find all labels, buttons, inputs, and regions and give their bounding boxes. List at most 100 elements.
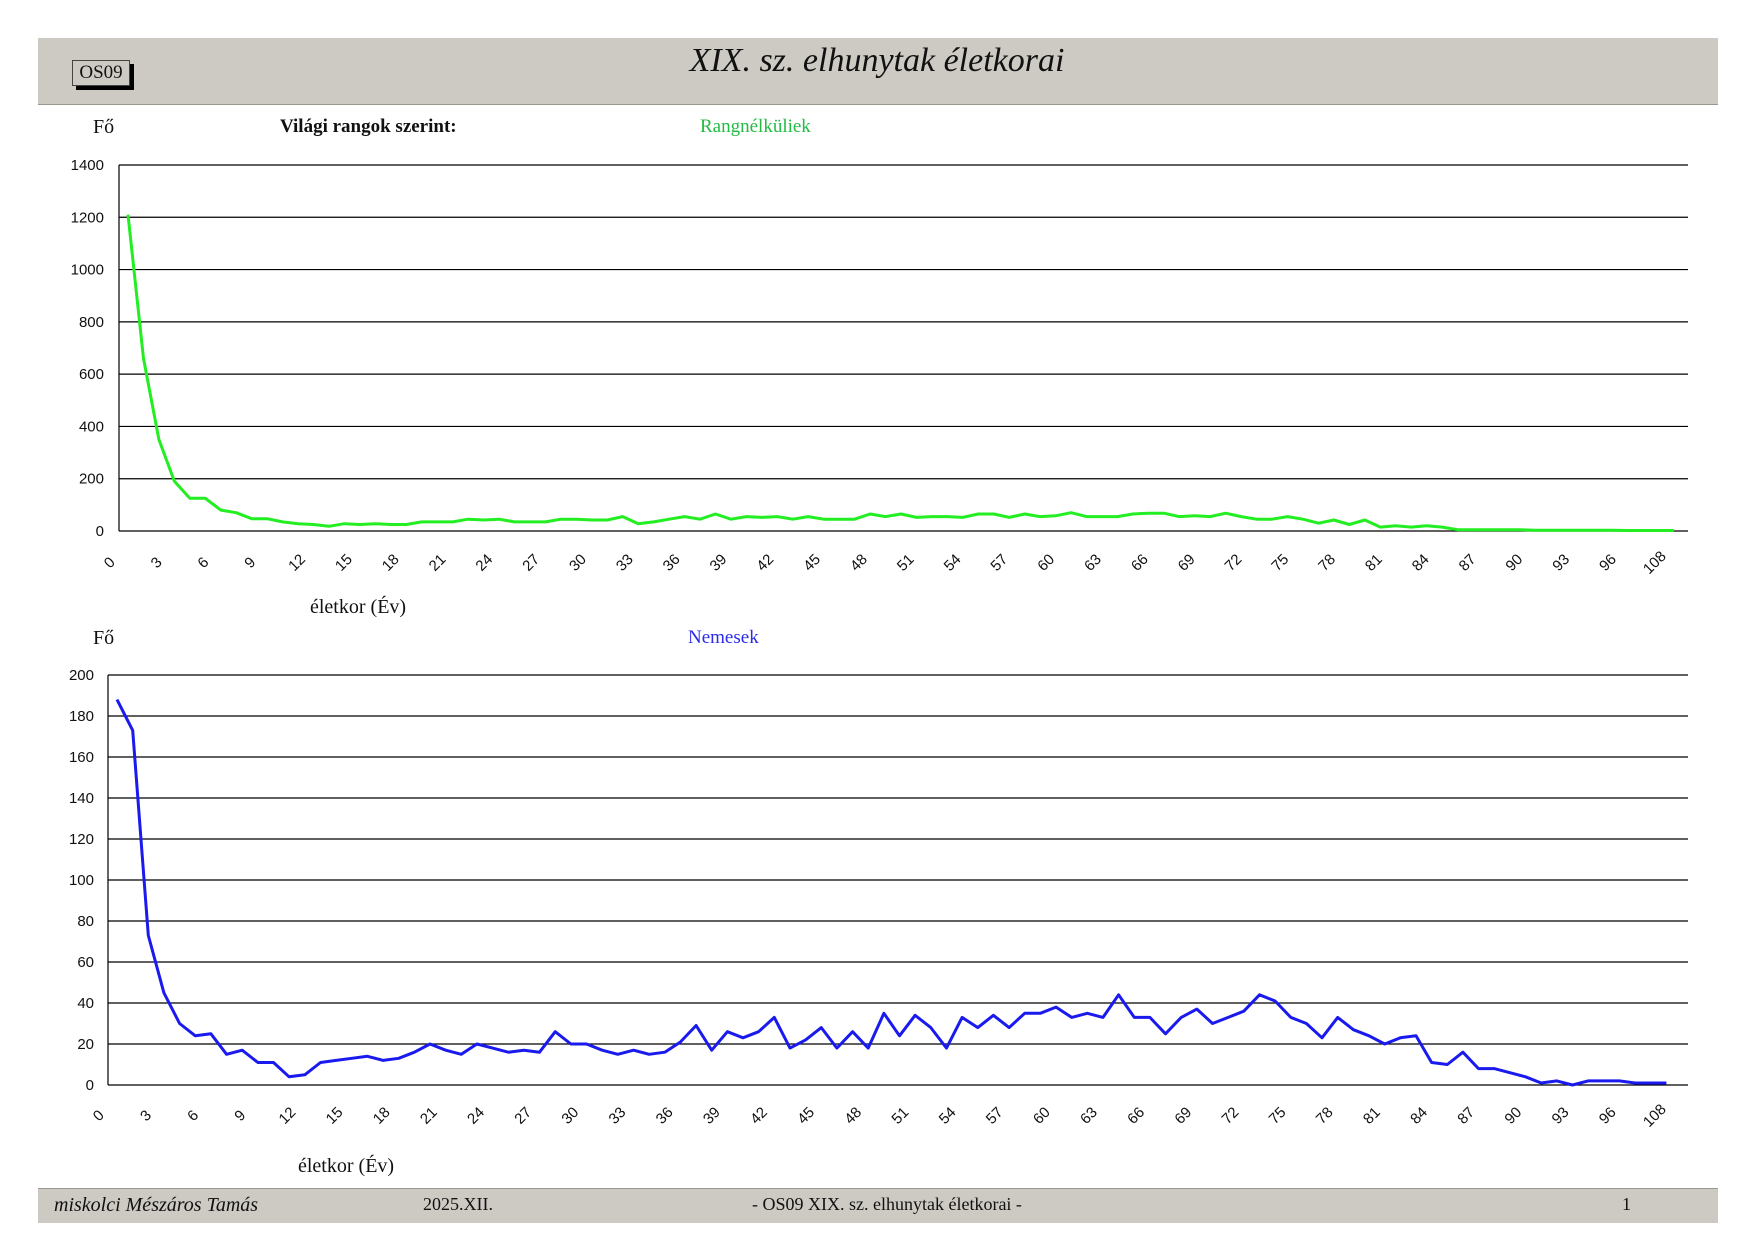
y-tick-label: 800 <box>79 314 104 331</box>
x-tick-label: 15 <box>332 551 356 575</box>
y-tick-label: 100 <box>69 872 94 889</box>
x-tick-label: 21 <box>417 1104 441 1128</box>
y-tick-label: 1000 <box>71 262 104 279</box>
x-tick-label: 69 <box>1171 1104 1195 1128</box>
x-tick-label: 108 <box>1640 1101 1670 1131</box>
x-tick-label: 57 <box>983 1104 1007 1128</box>
x-tick-label: 48 <box>841 1104 865 1128</box>
x-tick-label: 36 <box>660 551 684 575</box>
code-badge: OS09 <box>72 60 130 86</box>
x-tick-label: 78 <box>1313 1104 1337 1128</box>
x-tick-label: 63 <box>1077 1104 1101 1128</box>
y-tick-label: 200 <box>69 667 94 684</box>
y-tick-label: 400 <box>79 418 104 435</box>
x-tick-label: 51 <box>888 1104 912 1128</box>
y-tick-label: 600 <box>79 366 104 383</box>
x-tick-label: 90 <box>1501 1104 1525 1128</box>
x-tick-label: 33 <box>606 1104 630 1128</box>
x-tick-label: 108 <box>1640 548 1670 578</box>
x-tick-label: 93 <box>1549 551 1573 575</box>
x-tick-label: 66 <box>1128 551 1152 575</box>
page-title: XIX. sz. elhunytak életkorai <box>689 42 1065 79</box>
x-tick-label: 33 <box>613 551 637 575</box>
footer-date: 2025.XII. <box>423 1194 493 1214</box>
header-band <box>38 38 1718 105</box>
x-tick-label: 45 <box>800 551 824 575</box>
x-tick-label: 96 <box>1596 551 1620 575</box>
x-tick-label: 45 <box>794 1104 818 1128</box>
x-tick-label: 48 <box>847 551 871 575</box>
x-tick-label: 42 <box>753 551 777 575</box>
y-tick-label: 80 <box>77 913 94 930</box>
y-tick-label: 0 <box>96 523 104 540</box>
x-tick-label: 6 <box>184 1107 202 1125</box>
y-tick-label: 180 <box>69 708 94 725</box>
x-tick-label: 27 <box>519 551 543 575</box>
y-tick-label: 120 <box>69 831 94 848</box>
y-tick-label: 0 <box>86 1077 94 1094</box>
x-tick-label: 93 <box>1549 1104 1573 1128</box>
x-tick-label: 57 <box>987 551 1011 575</box>
x-tick-label: 12 <box>285 551 309 575</box>
x-tick-label: 27 <box>511 1104 535 1128</box>
x-tick-label: 39 <box>707 551 731 575</box>
x-tick-label: 18 <box>370 1104 394 1128</box>
top-series-label: Rangnélküliek <box>700 116 811 137</box>
footer-author: miskolci Mészáros Tamás <box>54 1194 259 1216</box>
y-tick-label: 40 <box>77 995 94 1012</box>
x-tick-label: 39 <box>700 1104 724 1128</box>
x-tick-label: 78 <box>1315 551 1339 575</box>
x-tick-label: 36 <box>653 1104 677 1128</box>
y-tick-label: 140 <box>69 790 94 807</box>
x-tick-label: 96 <box>1596 1104 1620 1128</box>
top-chart-xlabel: életkor (Év) <box>310 596 407 618</box>
x-tick-label: 42 <box>747 1104 771 1128</box>
footer-page-number: 1 <box>1622 1194 1631 1214</box>
x-tick-label: 0 <box>101 554 119 572</box>
y-tick-label: 200 <box>79 471 104 488</box>
x-tick-label: 54 <box>936 1104 960 1128</box>
section-heading: Világi rangok szerint: <box>280 116 457 137</box>
x-tick-label: 30 <box>558 1104 582 1128</box>
x-tick-label: 75 <box>1268 551 1292 575</box>
x-tick-label: 30 <box>566 551 590 575</box>
x-tick-label: 75 <box>1266 1104 1290 1128</box>
footer-band <box>38 1188 1718 1223</box>
x-tick-label: 72 <box>1222 551 1246 575</box>
x-tick-label: 21 <box>426 551 450 575</box>
x-tick-label: 81 <box>1362 551 1386 575</box>
y-tick-label: 60 <box>77 954 94 971</box>
bottom-chart-ylabel: Fő <box>93 627 115 649</box>
x-tick-label: 84 <box>1407 1104 1431 1128</box>
x-tick-label: 51 <box>894 551 918 575</box>
x-tick-label: 81 <box>1360 1104 1384 1128</box>
x-tick-label: 63 <box>1081 551 1105 575</box>
x-tick-label: 84 <box>1409 551 1433 575</box>
y-tick-label: 1400 <box>71 157 104 174</box>
x-tick-label: 9 <box>231 1107 249 1125</box>
x-tick-label: 87 <box>1454 1104 1478 1128</box>
x-tick-label: 9 <box>241 554 259 572</box>
x-tick-label: 60 <box>1030 1104 1054 1128</box>
x-tick-label: 24 <box>464 1104 488 1128</box>
x-tick-label: 15 <box>323 1104 347 1128</box>
y-tick-label: 160 <box>69 749 94 766</box>
footer-document-title: - OS09 XIX. sz. elhunytak életkorai - <box>752 1194 1022 1214</box>
x-tick-label: 66 <box>1124 1104 1148 1128</box>
x-tick-label: 24 <box>472 551 496 575</box>
x-tick-label: 69 <box>1175 551 1199 575</box>
x-tick-label: 3 <box>137 1107 155 1125</box>
x-tick-label: 12 <box>276 1104 300 1128</box>
x-tick-label: 54 <box>941 551 965 575</box>
series-line <box>115 698 1667 1087</box>
x-tick-label: 60 <box>1034 551 1058 575</box>
x-tick-label: 72 <box>1219 1104 1243 1128</box>
x-tick-label: 6 <box>194 554 212 572</box>
bottom-series-label: Nemesek <box>688 627 759 648</box>
x-tick-label: 90 <box>1502 551 1526 575</box>
bottom-chart-xlabel: életkor (Év) <box>298 1155 395 1177</box>
y-tick-label: 1200 <box>71 209 104 226</box>
